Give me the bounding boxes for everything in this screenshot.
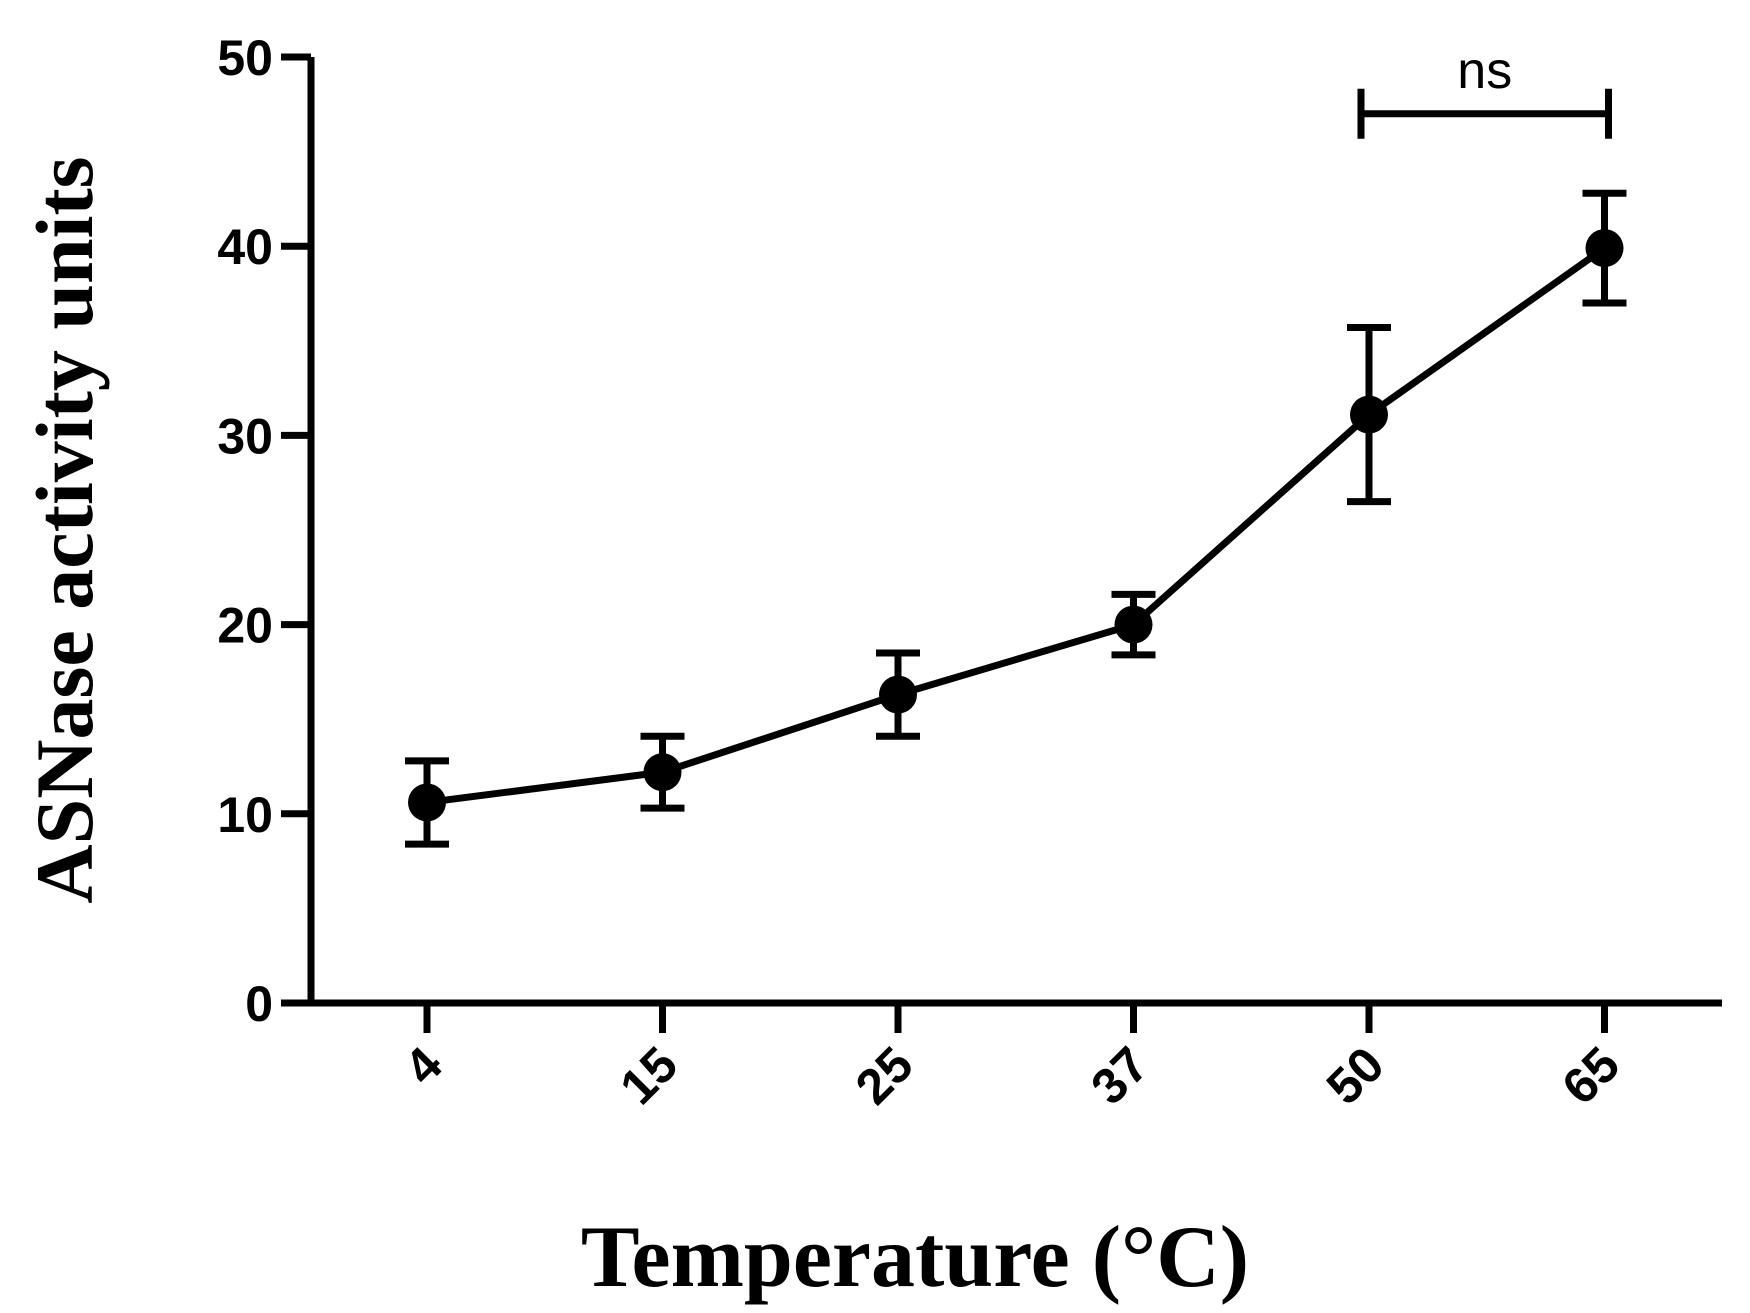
- y-tick-label: 40: [217, 219, 273, 275]
- series-line: [426, 245, 1607, 806]
- x-tick-label: 37: [1080, 1036, 1159, 1115]
- x-tick-label: 4: [394, 1036, 453, 1095]
- x-tick-label: 25: [845, 1036, 924, 1115]
- data-point: [1585, 229, 1624, 268]
- x-tick-label: 15: [609, 1036, 688, 1115]
- y-tick-label: 50: [217, 30, 273, 86]
- annotations: ns: [1357, 42, 1612, 139]
- data-point: [1350, 395, 1388, 434]
- data-point: [643, 753, 682, 792]
- series-layer: [405, 189, 1627, 848]
- x-axis-label: Temperature (°C): [581, 1209, 1249, 1306]
- axes: [307, 57, 1722, 1007]
- significance-label: ns: [1457, 42, 1512, 100]
- x-tick-label: 65: [1551, 1036, 1630, 1115]
- data-point: [1114, 605, 1153, 644]
- y-tick-label: 30: [217, 408, 273, 464]
- data-point: [879, 675, 917, 714]
- data-point: [408, 783, 446, 822]
- y-tick-label: 0: [245, 976, 273, 1032]
- y-tick-label: 10: [217, 787, 273, 843]
- y-axis-label: ASNase activity units: [19, 156, 110, 903]
- x-tick-label: 50: [1316, 1036, 1395, 1115]
- y-tick-label: 20: [217, 598, 273, 654]
- ticks: 0 10 20 30 40 50 4 15 25 37 50 65: [217, 30, 1630, 1115]
